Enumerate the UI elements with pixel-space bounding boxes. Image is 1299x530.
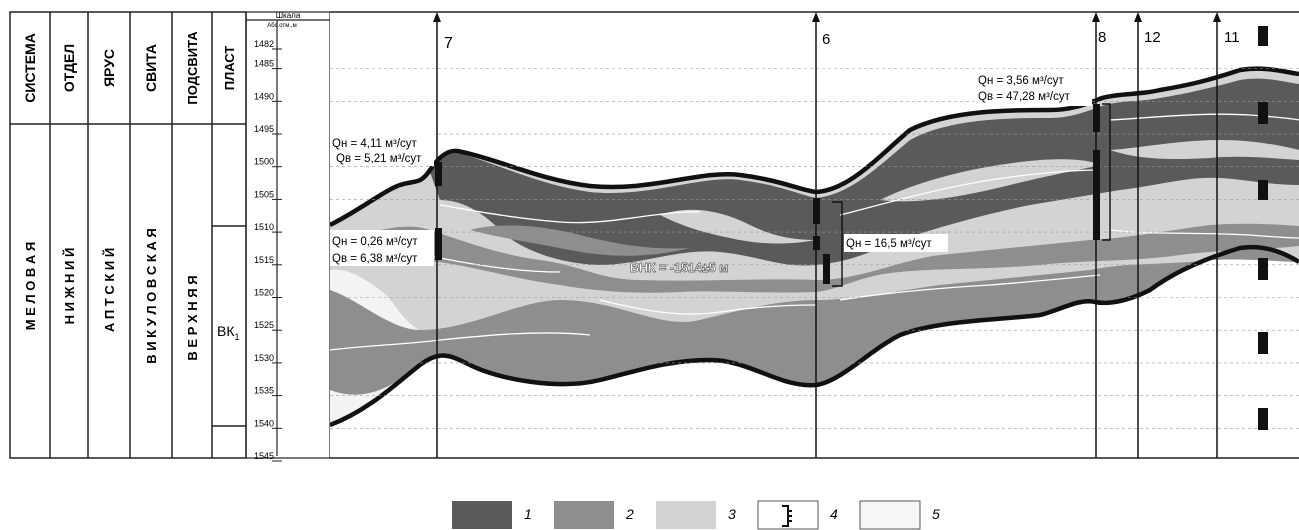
header-layer: ПЛАСТ xyxy=(222,46,237,91)
well-6: 6 xyxy=(812,12,843,458)
depth-tick-label: 1520 xyxy=(254,288,274,298)
depth-tick-label: 1485 xyxy=(254,59,274,69)
well-edge-markers xyxy=(1258,26,1268,430)
strat-suite: В И К У Л О В С К А Я xyxy=(144,228,159,364)
well-7-label: 7 xyxy=(444,35,453,52)
strat-stage: А П Т С К И Й xyxy=(102,248,117,332)
layer-label: ВК1 xyxy=(217,323,240,342)
wells: 7 6 8 12 11 xyxy=(433,12,1268,458)
w7-bot-qn: Qн = 0,26 м³/сут xyxy=(332,236,418,248)
legend-label-5: 5 xyxy=(932,506,940,522)
legend-swatch-3 xyxy=(656,501,716,529)
legend-swatch-5 xyxy=(859,500,921,530)
bottom-boundary xyxy=(330,244,1299,428)
legend-perforation-icon xyxy=(782,505,792,527)
depth-tick-label: 1490 xyxy=(254,91,274,101)
depth-tick-label: 1495 xyxy=(254,124,274,134)
depth-tick-label: 1530 xyxy=(254,353,274,363)
well-8: 8 xyxy=(1092,12,1111,458)
layer-1-upper xyxy=(430,78,1299,266)
well-12: 12 xyxy=(1134,12,1161,458)
strat-system: М Е Л О В А Я xyxy=(23,242,38,331)
depth-ticks: 1482 1485 1490 1495 1500 1505 1510 1515 1520 1525… xyxy=(254,39,282,462)
w7-top-qn: Qн = 4,11 м³/сут xyxy=(332,138,418,150)
well-8-label: 8 xyxy=(1098,29,1106,46)
well-12-label: 12 xyxy=(1144,29,1161,46)
header-stage: ЯРУС xyxy=(101,49,117,87)
stratigraphic-table xyxy=(9,11,247,459)
depth-tick-label: 1545 xyxy=(254,451,274,461)
depth-tick-label: 1535 xyxy=(254,386,274,396)
legend: 1 2 3 4 5 xyxy=(452,500,940,530)
w7-bot-qv: Qв = 6,38 м³/сут xyxy=(332,253,418,265)
depth-tick-label: 1525 xyxy=(254,320,274,330)
lens-mid-1 xyxy=(470,225,690,256)
strat-department: Н И Ж Н И Й xyxy=(62,248,77,325)
layer-2-lower xyxy=(330,247,1299,395)
header-subsuite: ПОДСВИТА xyxy=(185,31,200,105)
legend-label-2: 2 xyxy=(625,506,634,522)
legend-swatch-1 xyxy=(452,501,512,529)
well-6-label: 6 xyxy=(822,31,830,48)
well-11: 11 xyxy=(1213,12,1240,458)
legend-label-4: 4 xyxy=(830,506,838,522)
depth-tick-label: 1500 xyxy=(254,157,274,167)
depth-tick-label: 1482 xyxy=(254,39,274,49)
depth-tick-label: 1540 xyxy=(254,418,274,428)
legend-label-3: 3 xyxy=(728,506,736,522)
scale-label: Шкала xyxy=(276,11,301,20)
depth-tick-label: 1510 xyxy=(254,222,274,232)
lens-light-4 xyxy=(1120,197,1299,220)
w8-qv: Qв = 47,28 м³/сут xyxy=(978,91,1071,103)
legend-swatch-2 xyxy=(554,501,614,529)
vnk-label: ВНК = -1514±5 м xyxy=(630,261,728,275)
legend-label-1: 1 xyxy=(524,506,532,522)
well-7: 7 xyxy=(433,12,453,458)
header-department: ОТДЕЛ xyxy=(61,44,77,92)
abs-mark-label: Абс.отм.,м xyxy=(267,23,297,29)
w8-qn: Qн = 3,56 м³/сут xyxy=(978,75,1064,87)
well-11-label: 11 xyxy=(1224,29,1240,46)
w7-top-qv: Qв = 5,21 м³/сут xyxy=(336,153,422,165)
depth-tick-label: 1515 xyxy=(254,255,274,265)
lens-light-3 xyxy=(1110,140,1299,160)
depth-tick-label: 1505 xyxy=(254,189,274,199)
header-system: СИСТЕМА xyxy=(22,33,38,103)
layer-2-mid xyxy=(330,223,1299,293)
lens-light-2 xyxy=(660,209,816,244)
annotations: Qн = 4,11 м³/сут Qв = 5,21 м³/сут Qн = 0… xyxy=(330,70,1092,275)
w6-qn: Qн = 16,5 м³/сут xyxy=(846,238,932,250)
header-suite: СВИТА xyxy=(143,44,159,92)
strat-subsuite: В Е Р Х Н Я Я xyxy=(185,275,200,360)
